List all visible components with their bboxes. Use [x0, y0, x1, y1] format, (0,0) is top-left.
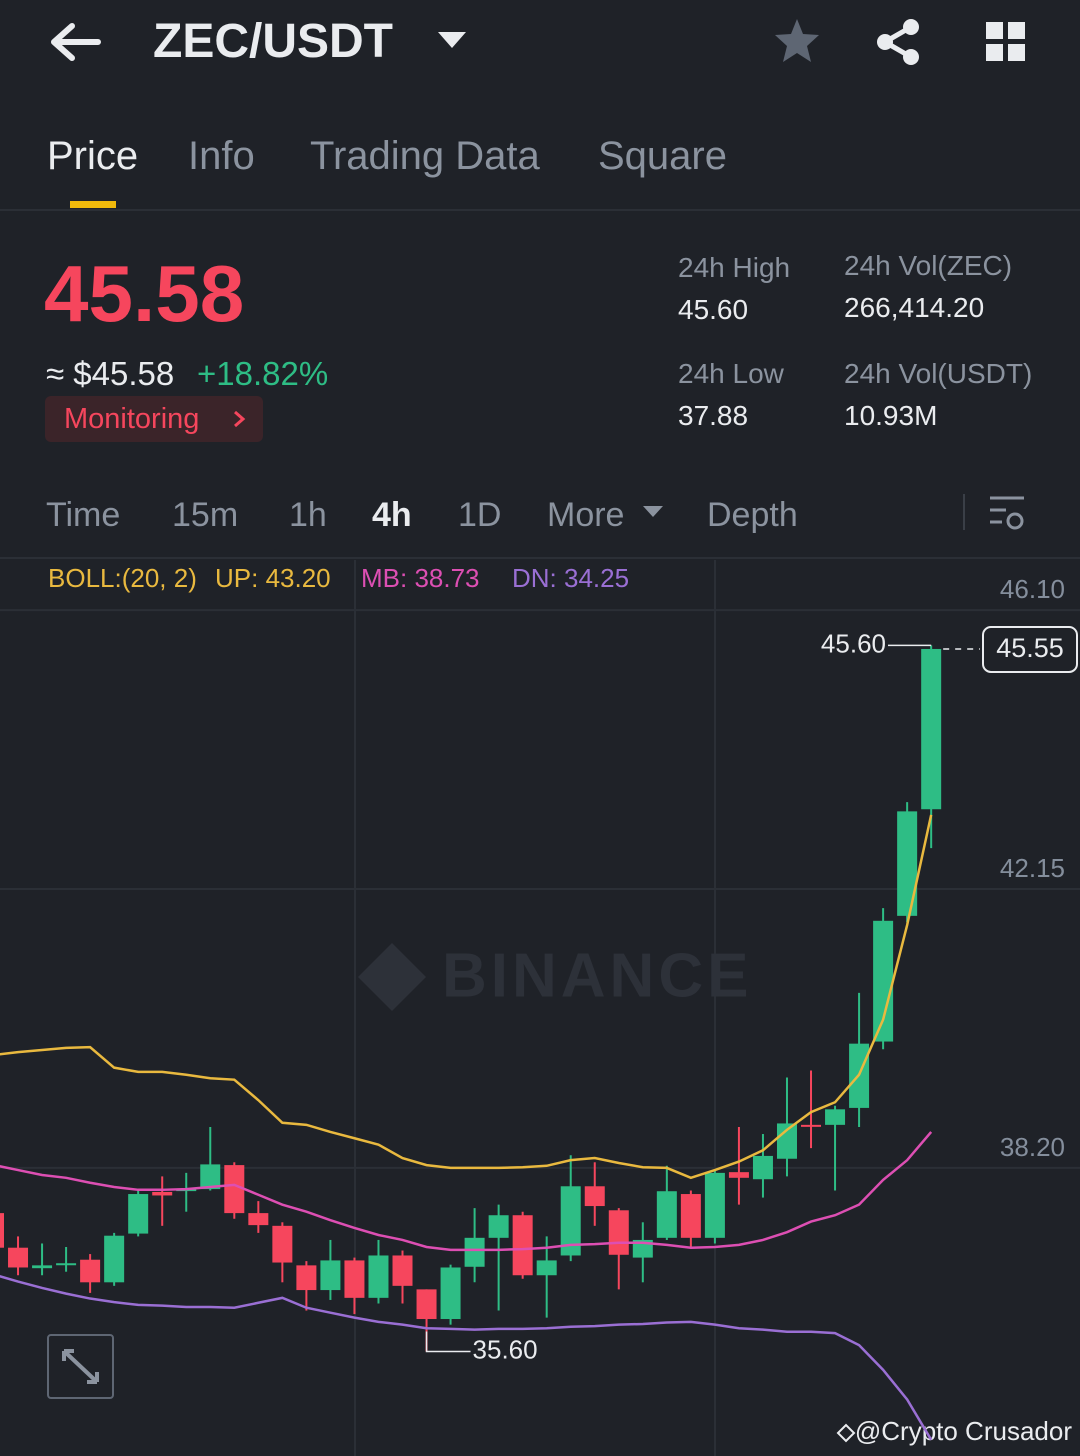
legend-entry: DN: 34.25: [512, 563, 629, 593]
candle-body: [344, 1260, 365, 1298]
interval[interactable]: More: [547, 496, 625, 534]
candle-body: [0, 1213, 4, 1248]
interval[interactable]: Time: [46, 496, 121, 534]
stat-value: 45.60: [678, 294, 749, 325]
candle-body: [776, 1123, 797, 1159]
credit: @Crypto Crusador: [855, 1416, 1072, 1446]
candle-body: [152, 1191, 173, 1196]
divider: [963, 494, 965, 530]
candle-body: [320, 1260, 341, 1291]
tab[interactable]: Price: [47, 134, 139, 178]
grid-icon[interactable]: [984, 20, 1028, 64]
candle-body: [704, 1172, 725, 1238]
candle-body: [536, 1260, 557, 1276]
favorite-icon[interactable]: [772, 16, 822, 66]
candle-body: [392, 1255, 413, 1286]
stat-value: 266,414.20: [844, 292, 985, 323]
tab[interactable]: Trading Data: [310, 134, 540, 178]
stat-label: 24h High: [678, 252, 791, 283]
candle-body: [296, 1265, 317, 1291]
candle-body: [873, 920, 894, 1042]
high-label: 45.60: [821, 628, 886, 658]
y-tick-label: 38.20: [1000, 1132, 1065, 1162]
candle-body: [440, 1267, 461, 1320]
pair-title[interactable]: ZEC/USDT: [153, 15, 393, 68]
candle-body: [80, 1259, 101, 1283]
candle-body: [560, 1186, 581, 1256]
candle-body: [608, 1210, 629, 1255]
candle-body: [728, 1172, 749, 1178]
candle-body: [464, 1237, 485, 1267]
candle-body: [8, 1247, 29, 1268]
stat-value: 37.88: [678, 400, 749, 431]
fiat-price: ≈ $45.58: [46, 355, 175, 392]
last-price-label: 45.55: [996, 633, 1064, 663]
interval[interactable]: 1h: [289, 496, 327, 534]
candle-body: [272, 1225, 293, 1263]
candle-body: [104, 1235, 125, 1283]
credit-icon: [836, 1423, 856, 1443]
stat-label: 24h Vol(USDT): [844, 358, 1033, 389]
divider: [0, 557, 1080, 559]
candle-body: [128, 1194, 149, 1234]
interval[interactable]: 15m: [172, 496, 239, 534]
candle-body: [368, 1255, 389, 1298]
share-icon[interactable]: [875, 18, 923, 66]
divider: [0, 209, 1080, 211]
back-button[interactable]: [40, 20, 110, 64]
y-tick-label: 42.15: [1000, 853, 1065, 883]
expand-button[interactable]: [47, 1334, 114, 1399]
price-change: +18.82%: [197, 355, 329, 392]
candle-body: [584, 1186, 605, 1207]
expand-icon: [62, 1349, 99, 1384]
candle-body: [656, 1191, 677, 1238]
tab[interactable]: Info: [188, 134, 255, 178]
chart: BINANCE BOLL:(20, 2) @Crypto Crusador 46…: [0, 560, 1080, 1456]
candle-body: [897, 811, 918, 916]
watermark-logo: [358, 943, 426, 1011]
watermark: BINANCE: [442, 941, 752, 1010]
stat-value: 10.93M: [844, 400, 938, 431]
chart-settings[interactable]: [988, 494, 1028, 534]
band-line: [0, 1275, 933, 1441]
band-line: [0, 1131, 933, 1252]
low-label: 35.60: [473, 1334, 538, 1364]
pair-dropdown[interactable]: [436, 30, 468, 52]
candle-body: [921, 648, 942, 810]
interval[interactable]: Depth: [707, 496, 798, 534]
candle-body: [680, 1194, 701, 1238]
candle-body: [752, 1155, 773, 1180]
monitoring-button[interactable]: Monitoring: [45, 396, 263, 442]
y-tick-label: 46.10: [1000, 574, 1065, 604]
monitoring-label: Monitoring: [64, 403, 200, 435]
band-line: [0, 814, 933, 1180]
candle-body: [512, 1215, 533, 1276]
interval[interactable]: 4h: [372, 496, 412, 534]
candle-body: [248, 1213, 269, 1226]
candle-body: [200, 1164, 221, 1190]
last-price: 45.58: [44, 249, 245, 338]
low-marker: [425, 1331, 471, 1353]
legend-entry: MB: 38.73: [361, 563, 480, 593]
tab[interactable]: Square: [598, 134, 727, 178]
tab-indicator: [70, 201, 116, 208]
candle-body: [801, 1124, 822, 1127]
candle-body: [224, 1165, 245, 1214]
stat-label: 24h Vol(ZEC): [844, 250, 1013, 281]
candle-body: [32, 1265, 53, 1269]
candle-body: [416, 1289, 437, 1320]
legend-entry: UP: 43.20: [215, 563, 331, 593]
interval[interactable]: 1D: [458, 496, 502, 534]
last-price-box: [982, 625, 1078, 673]
indicator-label: BOLL:(20, 2): [48, 563, 197, 593]
stat-label: 24h Low: [678, 358, 784, 389]
candle-body: [825, 1109, 846, 1125]
more-caret: [643, 506, 663, 517]
candle-body: [56, 1263, 77, 1266]
candle-body: [488, 1215, 509, 1238]
chevron: [234, 410, 246, 428]
